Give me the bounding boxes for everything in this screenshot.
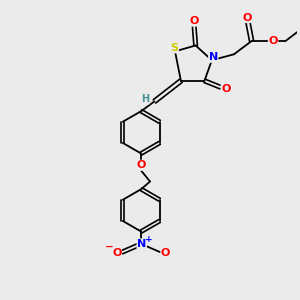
Text: H: H: [141, 94, 149, 104]
Text: −: −: [105, 242, 114, 252]
Text: O: O: [190, 16, 199, 26]
Text: S: S: [170, 43, 178, 53]
Text: O: O: [161, 248, 170, 258]
Text: N: N: [209, 52, 218, 62]
Text: O: O: [136, 160, 146, 170]
Text: O: O: [112, 248, 122, 258]
Text: O: O: [268, 36, 278, 46]
Text: N: N: [137, 239, 146, 249]
Text: +: +: [145, 235, 152, 244]
Text: O: O: [221, 84, 231, 94]
Text: O: O: [243, 13, 252, 22]
